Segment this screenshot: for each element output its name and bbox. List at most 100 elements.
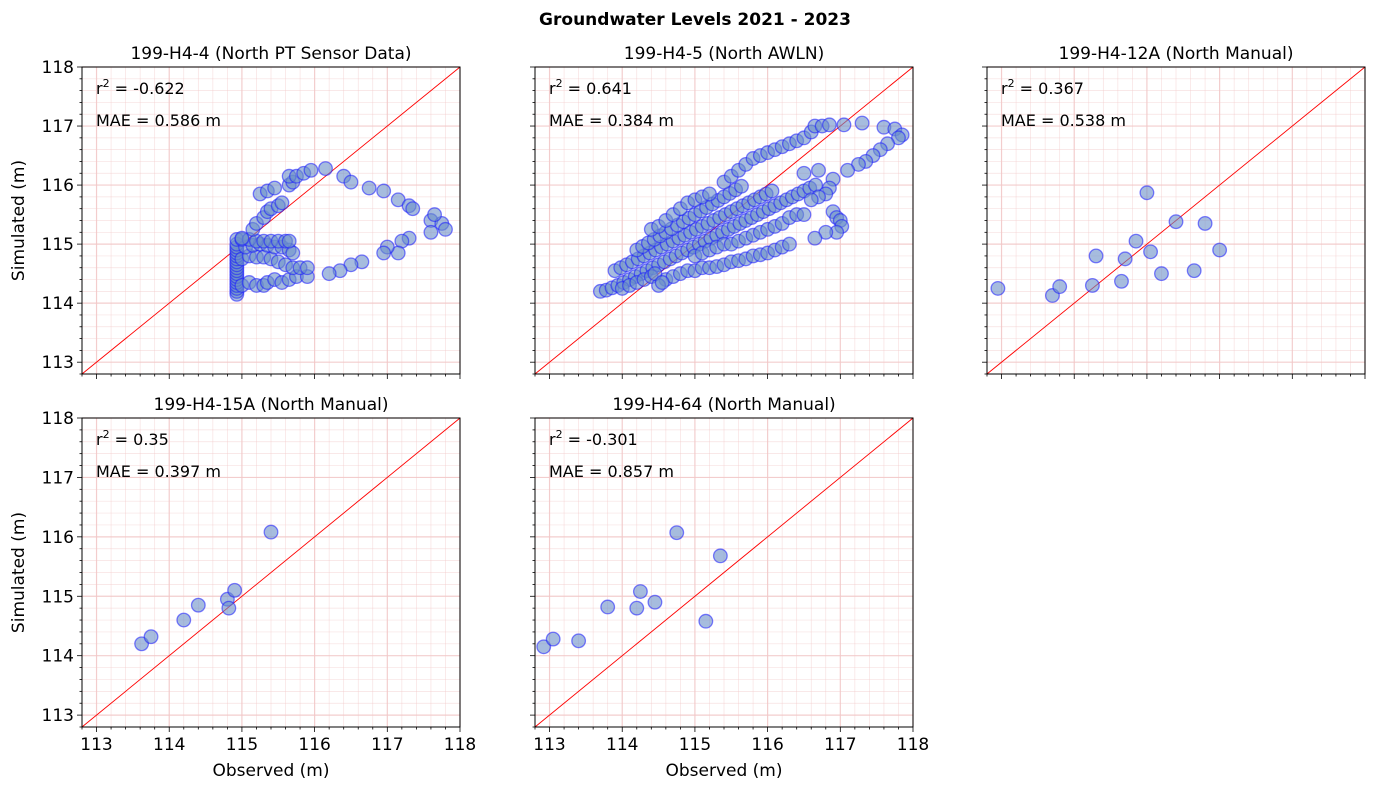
scatter-panel: 199-H4-5 (North AWLN) r2 = 0.641 MAE = 0.3… [530, 44, 914, 379]
data-point [176, 612, 192, 628]
data-point [376, 245, 392, 261]
x-tick-label: 116 [298, 735, 330, 755]
data-point [376, 183, 392, 199]
data-point [733, 178, 749, 194]
data-point [1154, 266, 1169, 282]
data-point [654, 275, 670, 290]
x-tick-label: 115 [226, 735, 258, 755]
y-axis-label: Simulated (m) [9, 512, 29, 633]
data-point [669, 525, 685, 541]
one-to-one-line [82, 67, 460, 374]
panel-title: 199-H4-15A (North Manual) [154, 395, 389, 415]
data-point [545, 631, 561, 647]
scatter-panel: 113 113 114 114 115 115 116 116 117 117 118 118 199-… [9, 395, 476, 781]
data-point [854, 115, 870, 131]
y-tick-label: 116 [42, 528, 74, 548]
data-point [267, 180, 283, 196]
data-point [405, 201, 421, 217]
x-tick-label: 114 [606, 735, 638, 755]
panel-title: 199-H4-4 (North PT Sensor Data) [130, 44, 411, 64]
one-to-one-line [82, 418, 460, 727]
r-squared-label: r2 = 0.367 [1001, 77, 1084, 98]
data-point [836, 117, 852, 133]
data-point [781, 236, 797, 252]
data-point [807, 230, 823, 246]
panel-title: 199-H4-64 (North Manual) [612, 395, 835, 415]
data-point [321, 266, 337, 282]
data-point [361, 180, 377, 196]
x-tick-label: 117 [371, 735, 403, 755]
data-point [143, 629, 159, 645]
data-point [811, 162, 826, 178]
y-tick-label: 113 [42, 706, 74, 726]
figure-title: Groundwater Levels 2021 - 2023 [539, 10, 851, 30]
data-point [803, 192, 819, 208]
data-point [647, 594, 663, 610]
x-tick-label: 113 [533, 735, 565, 755]
data-point [632, 584, 648, 599]
scatter-panel: 113 114 115 116 117 118 199-H4-64 (North Manua… [530, 395, 929, 781]
mae-label: MAE = 0.586 m [96, 111, 221, 130]
r-squared-label: r2 = -0.622 [96, 77, 185, 98]
data-point [1197, 216, 1213, 231]
data-point [281, 233, 297, 249]
x-tick-label: 114 [153, 735, 185, 755]
data-point [274, 195, 290, 211]
data-point [840, 162, 856, 178]
y-tick-label: 118 [42, 409, 74, 429]
mae-label: MAE = 0.384 m [549, 111, 674, 130]
data-point [1212, 242, 1228, 258]
y-tick-label: 116 [42, 176, 74, 196]
data-point [263, 524, 279, 540]
r-squared-label: r2 = 0.641 [549, 77, 632, 98]
data-point [1052, 279, 1068, 295]
data-point [423, 224, 439, 240]
r-squared-label: r2 = -0.301 [549, 428, 638, 449]
data-point [1186, 263, 1202, 279]
data-point [571, 633, 587, 649]
data-point [221, 600, 237, 616]
data-point [1117, 251, 1133, 267]
x-tick-label: 115 [679, 735, 711, 755]
x-tick-label: 113 [80, 735, 112, 755]
data-point [1168, 214, 1184, 230]
y-tick-label: 115 [42, 587, 74, 607]
data-point [303, 162, 319, 178]
data-point [438, 221, 453, 237]
data-point [698, 613, 714, 629]
x-tick-label: 116 [751, 735, 783, 755]
one-to-one-line [535, 418, 913, 727]
data-point [712, 548, 728, 564]
data-point [702, 186, 717, 202]
x-tick-label: 117 [824, 735, 856, 755]
data-point [1139, 185, 1155, 201]
x-axis-label: Observed (m) [212, 761, 329, 781]
y-tick-label: 117 [42, 468, 74, 488]
scatter-panel: 113 114 115 116 117 118 199-H4-4 (North PT Sen… [9, 44, 461, 379]
data-point [299, 260, 315, 276]
data-point [821, 117, 837, 133]
x-tick-label: 118 [897, 735, 929, 755]
y-tick-label: 115 [42, 235, 74, 255]
r-squared-label: r2 = 0.35 [96, 428, 169, 449]
scatter-panel: 199-H4-12A (North Manual) r2 = 0.367 MAE =… [982, 44, 1366, 379]
y-tick-label: 114 [42, 647, 74, 667]
x-axis-label: Observed (m) [665, 761, 782, 781]
y-tick-label: 113 [42, 353, 74, 373]
mae-label: MAE = 0.397 m [96, 462, 221, 481]
x-tick-label: 118 [444, 735, 476, 755]
data-point [343, 174, 359, 190]
panel-title: 199-H4-12A (North Manual) [1059, 44, 1294, 64]
y-tick-label: 118 [42, 58, 74, 78]
mae-label: MAE = 0.857 m [549, 462, 674, 481]
mae-label: MAE = 0.538 m [1001, 111, 1126, 130]
data-point [234, 230, 250, 246]
data-point [1084, 277, 1100, 293]
data-point [796, 207, 812, 223]
data-point [1088, 248, 1104, 264]
data-point [318, 161, 333, 176]
data-point [764, 183, 780, 199]
data-point [990, 280, 1006, 296]
data-point [190, 597, 206, 613]
data-point [629, 600, 645, 616]
